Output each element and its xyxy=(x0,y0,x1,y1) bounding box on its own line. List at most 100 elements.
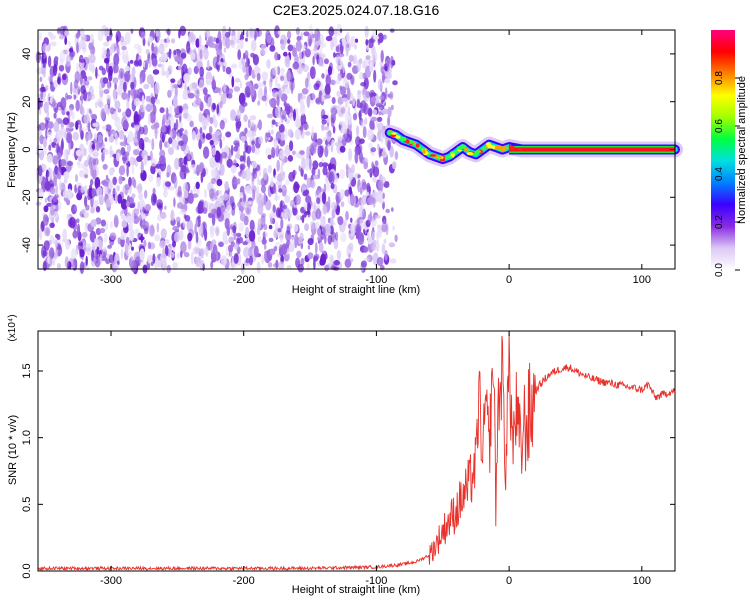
noise-blob xyxy=(368,142,373,150)
noise-blob xyxy=(381,243,386,255)
noise-blob xyxy=(166,164,172,177)
x-tick-label: 100 xyxy=(633,274,651,286)
noise-blob xyxy=(330,254,335,264)
noise-blob xyxy=(159,130,166,141)
noise-blob xyxy=(281,243,288,255)
noise-blob xyxy=(280,93,288,102)
noise-blob xyxy=(54,56,59,61)
noise-blob xyxy=(46,228,49,235)
noise-blob xyxy=(90,178,94,186)
noise-blob xyxy=(39,134,44,145)
noise-blob xyxy=(318,188,324,193)
noise-blob xyxy=(190,83,193,90)
noise-blob xyxy=(384,250,388,261)
noise-blob xyxy=(68,122,75,128)
snr-panel: -300 -200 -100 0 100 0.0 0.5 1.0 1.5 Height of … xyxy=(7,314,676,596)
noise-blob xyxy=(300,257,305,266)
noise-blob xyxy=(289,199,295,208)
noise-blob xyxy=(154,126,158,140)
x-tick-label: 0 xyxy=(506,274,512,286)
noise-blob xyxy=(299,51,303,60)
noise-blob xyxy=(237,201,242,208)
noise-blob xyxy=(53,137,58,143)
noise-blob xyxy=(335,231,339,241)
noise-blob xyxy=(313,253,320,260)
noise-blob xyxy=(386,65,393,75)
noise-blob xyxy=(348,54,354,63)
signal-hotspot xyxy=(498,145,502,149)
noise-blob xyxy=(39,87,46,93)
noise-blob xyxy=(363,246,369,253)
noise-blob xyxy=(328,26,334,37)
noise-blob xyxy=(377,32,384,44)
noise-blob xyxy=(378,104,385,111)
y-tick-label: 0.0 xyxy=(21,563,33,578)
noise-blob xyxy=(324,264,329,272)
noise-blob xyxy=(285,57,291,68)
noise-blob xyxy=(324,223,331,237)
noise-blob xyxy=(356,125,360,137)
noise-blob xyxy=(313,201,317,214)
noise-blob xyxy=(197,202,203,212)
noise-blob xyxy=(141,221,145,226)
noise-blob xyxy=(131,246,134,251)
noise-blob xyxy=(109,107,115,115)
noise-blob xyxy=(362,126,367,139)
noise-blob xyxy=(299,102,306,116)
noise-blob xyxy=(293,223,299,233)
noise-blob xyxy=(65,55,71,67)
y-tick-label: -40 xyxy=(21,237,33,253)
noise-blob xyxy=(102,77,109,84)
noise-blob xyxy=(216,178,223,187)
noise-blob xyxy=(124,183,131,190)
noise-blob xyxy=(89,93,95,100)
colorbar-label: Normalized spectral amplitude xyxy=(736,76,748,224)
noise-blob xyxy=(266,34,272,44)
noise-blob xyxy=(314,221,320,230)
noise-blob xyxy=(249,115,257,121)
noise-blob xyxy=(201,119,209,127)
noise-blob xyxy=(350,193,355,207)
noise-blob xyxy=(282,83,285,94)
noise-blob xyxy=(138,126,145,135)
noise-blob xyxy=(273,195,281,201)
noise-blob xyxy=(133,124,140,131)
noise-blob xyxy=(344,258,352,268)
noise-blob xyxy=(183,73,191,83)
noise-blob xyxy=(159,155,166,165)
noise-blob xyxy=(147,241,152,250)
y-tick-label: -20 xyxy=(21,189,33,205)
noise-blob xyxy=(163,188,168,198)
noise-blob xyxy=(71,111,75,120)
noise-blob xyxy=(394,234,398,243)
noise-blob xyxy=(121,220,128,228)
noise-blob xyxy=(178,229,184,241)
noise-blob xyxy=(59,180,62,191)
noise-blob xyxy=(114,132,118,146)
noise-blob xyxy=(371,243,377,252)
noise-blob xyxy=(280,218,284,230)
noise-blob xyxy=(129,196,134,205)
noise-blob xyxy=(282,208,289,220)
noise-blob xyxy=(376,230,380,243)
signal-hotspot xyxy=(429,154,437,157)
noise-blob xyxy=(264,132,268,144)
noise-blob xyxy=(301,157,306,171)
noise-blob xyxy=(316,197,321,205)
noise-blob xyxy=(53,79,58,88)
noise-blob xyxy=(106,81,111,91)
signal-hotspot xyxy=(456,146,463,150)
noise-blob xyxy=(38,108,42,115)
noise-blob xyxy=(381,150,388,158)
noise-blob xyxy=(226,93,233,99)
noise-blob xyxy=(232,225,237,234)
noise-blob xyxy=(287,128,294,138)
noise-blob xyxy=(191,130,196,141)
noise-blob xyxy=(108,130,111,138)
noise-blob xyxy=(113,214,119,228)
noise-blob xyxy=(67,161,74,166)
noise-blob xyxy=(53,175,57,187)
noise-blob xyxy=(389,258,397,264)
noise-blob xyxy=(239,39,244,49)
noise-blob xyxy=(68,48,74,53)
